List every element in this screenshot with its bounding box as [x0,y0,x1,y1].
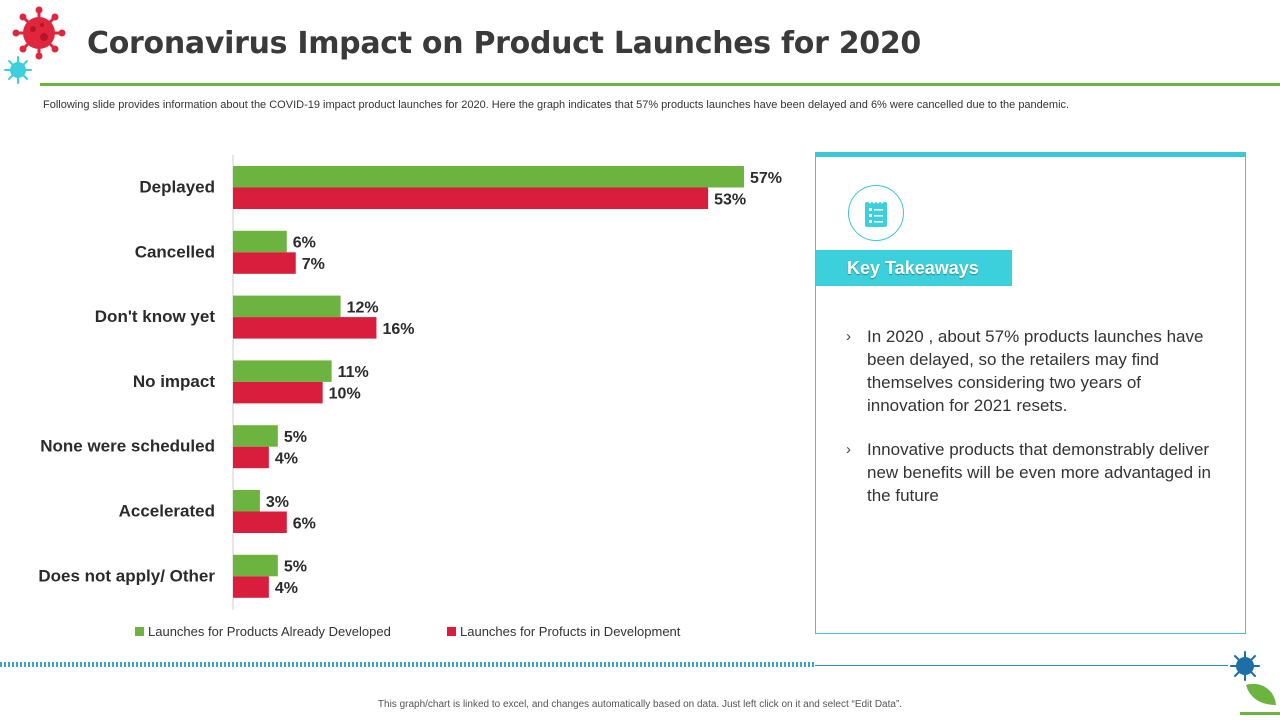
bar-in-development[interactable] [233,187,709,210]
bar-in-development[interactable] [233,317,377,339]
data-label: 4% [275,450,298,467]
key-takeaways-heading: Key Takeaways [816,250,1012,286]
data-label: 16% [382,321,414,338]
footer-divider [815,665,1228,666]
data-label: 4% [275,580,298,597]
legend-swatch-red [447,627,456,636]
takeaway-text: Innovative products that demonstrably de… [867,440,1211,505]
bar-developed[interactable] [233,230,287,253]
takeaways-list: › In 2020 , about 57% products launches … [846,325,1221,528]
virus-icon-blue [1230,651,1260,681]
legend-item-in-development[interactable]: Launches for Profucts in Development [447,624,680,639]
checklist-icon [848,185,904,241]
data-label: 12% [347,299,379,316]
virus-icon-small [4,56,32,84]
bar-in-development[interactable] [233,446,269,469]
leaf-icon [1246,683,1276,705]
bar-developed[interactable] [233,295,341,318]
category-label: Don't know yet [95,307,216,326]
takeaway-text: In 2020 , about 57% products launches ha… [867,327,1204,415]
bar-developed[interactable] [233,166,744,188]
legend-label: Launches for Profucts in Development [460,624,681,639]
bullet-chevron-icon: › [846,328,851,345]
data-label: 11% [338,364,369,381]
data-label: 6% [293,515,316,532]
category-label: Does not apply/ Other [38,566,215,585]
title-divider [40,83,1280,86]
footer-note: This graph/chart is linked to excel, and… [377,699,903,710]
bar-in-development[interactable] [233,252,296,274]
page-title: Coronavirus Impact on Product Launches f… [87,26,922,61]
page-subtitle: Following slide provides information abo… [43,99,1070,111]
bar-in-development[interactable] [233,576,269,598]
bar-developed[interactable] [233,425,278,447]
data-label: 53% [714,191,746,208]
dotted-divider [0,662,815,667]
data-label: 10% [329,386,361,403]
bar-developed[interactable] [233,490,260,512]
data-label: 5% [284,559,307,576]
virus-icon [12,6,66,60]
bullet-chevron-icon: › [846,441,851,458]
legend-swatch-green [135,627,144,636]
data-label: 57% [750,170,782,187]
category-label: None were scheduled [40,437,215,456]
corner-rule [1240,712,1280,715]
bar-in-development[interactable] [233,511,287,534]
bar-developed[interactable] [233,360,332,382]
category-label: Accelerated [119,502,215,521]
takeaway-item: › Innovative products that demonstrably … [846,438,1221,507]
bar-developed[interactable] [233,554,278,577]
legend-item-developed[interactable]: Launches for Products Already Developed [135,624,391,639]
bar-chart[interactable]: Deplayed 57%53% Cancelled 6% 7% Don't know ye… [0,140,815,620]
data-label: 5% [284,429,307,446]
key-takeaways-panel: Key Takeaways › In 2020 , about 57% prod… [815,152,1246,634]
category-label: Deplayed [139,178,215,197]
bar-in-development[interactable] [233,381,323,404]
category-label: No impact [133,372,216,391]
takeaway-item: › In 2020 , about 57% products launches … [846,325,1221,417]
category-label: Cancelled [135,242,215,261]
data-label: 7% [302,256,325,273]
data-label: 3% [266,494,289,511]
legend-label: Launches for Products Already Developed [148,624,391,639]
data-label: 6% [293,235,316,252]
